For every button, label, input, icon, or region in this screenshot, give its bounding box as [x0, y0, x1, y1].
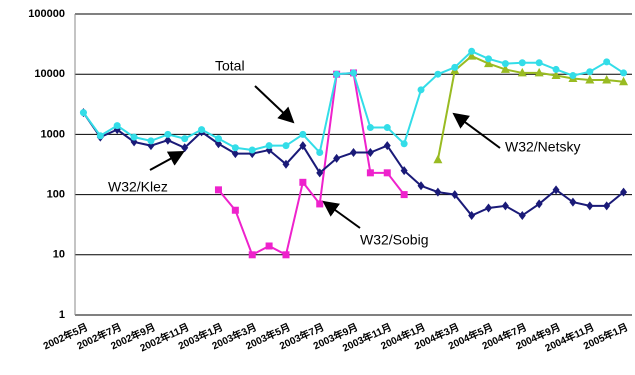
point [517, 67, 527, 77]
point [535, 59, 543, 67]
point [333, 70, 341, 78]
annotation: W32/Sobig [360, 232, 428, 248]
point [383, 124, 391, 132]
point [586, 68, 594, 76]
point [181, 135, 189, 143]
point [366, 169, 374, 177]
annotation: W32/Klez [108, 179, 168, 195]
point [620, 69, 628, 77]
point [534, 67, 544, 77]
point [299, 178, 307, 186]
point [333, 153, 341, 163]
line [217, 71, 405, 257]
point [231, 144, 239, 152]
point [501, 201, 509, 211]
point [518, 210, 526, 220]
line [82, 112, 625, 217]
point [316, 200, 324, 208]
point [451, 190, 459, 200]
point [551, 70, 561, 80]
point [485, 203, 493, 213]
point [282, 142, 290, 150]
y-tick-label: 10000 [34, 68, 65, 80]
point [569, 197, 577, 207]
point [485, 55, 493, 63]
point [383, 141, 391, 151]
point [569, 72, 577, 80]
y-tick-label: 100000 [28, 8, 65, 20]
point [366, 124, 374, 132]
point [468, 47, 476, 55]
point [417, 181, 425, 191]
point [468, 210, 476, 220]
line [82, 50, 625, 155]
point [501, 60, 509, 68]
point [603, 201, 611, 211]
point [299, 130, 307, 138]
point [147, 137, 155, 145]
point [350, 69, 357, 77]
annotation: W32/Netsky [505, 139, 580, 155]
point [164, 130, 172, 138]
point [619, 76, 629, 86]
point [400, 191, 408, 199]
arrow [254, 85, 295, 124]
annotation: Total [215, 58, 245, 74]
point [400, 166, 408, 176]
point [282, 159, 290, 169]
point [248, 146, 256, 154]
point [113, 122, 121, 130]
point [586, 201, 594, 211]
point [434, 187, 442, 197]
point [417, 86, 425, 94]
y-tick-label: 10 [53, 249, 65, 261]
point [433, 154, 443, 164]
annotations: Total W32/Klez W32/Sobig W32/Netsky [108, 58, 580, 248]
point [181, 143, 189, 153]
arrow [149, 151, 185, 171]
point [164, 135, 172, 145]
point [79, 109, 87, 117]
point [316, 149, 324, 157]
point [602, 75, 612, 84]
point [366, 148, 374, 158]
point [265, 142, 273, 150]
point [484, 58, 494, 68]
point [231, 149, 239, 159]
point [299, 141, 307, 151]
point [451, 63, 459, 71]
point [467, 51, 477, 60]
point [518, 59, 526, 67]
point [400, 140, 408, 148]
arrow [452, 112, 501, 149]
point [231, 206, 239, 214]
y-tick-label: 1000 [41, 128, 65, 140]
point [620, 187, 628, 197]
point [214, 186, 222, 194]
point [198, 126, 206, 134]
y-tick-label: 100 [47, 189, 65, 201]
point [350, 148, 357, 158]
point [434, 70, 442, 78]
y-tick-label: 1 [59, 309, 65, 321]
point [265, 242, 273, 250]
point [585, 75, 595, 84]
point [535, 199, 543, 209]
point [603, 58, 611, 66]
point [316, 168, 324, 178]
point [248, 251, 256, 259]
point [130, 133, 138, 141]
point [96, 132, 104, 140]
point [552, 185, 560, 195]
point [282, 251, 290, 259]
point [214, 135, 222, 143]
point [552, 65, 560, 73]
point [383, 169, 391, 177]
arrow [322, 200, 361, 229]
series [79, 47, 628, 157]
series [214, 69, 408, 259]
point [500, 64, 510, 73]
